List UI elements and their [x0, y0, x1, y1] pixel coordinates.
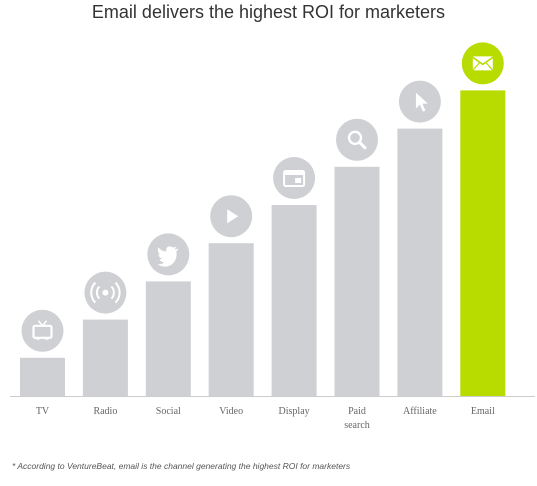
icons-group — [21, 42, 504, 352]
category-label-display: Display — [279, 406, 310, 417]
cursor-icon — [398, 80, 441, 123]
envelope-icon — [461, 42, 504, 85]
category-label-social: Social — [156, 406, 181, 417]
bar-video — [208, 243, 254, 396]
tv-icon — [21, 309, 64, 352]
bar-email — [460, 90, 506, 397]
category-label-paid-search: Paid search — [344, 406, 370, 431]
category-label-radio: Radio — [93, 406, 117, 417]
category-label-affiliate: Affiliate — [403, 406, 437, 417]
category-label-tv: TV — [36, 406, 50, 417]
bar-radio — [82, 319, 128, 396]
radio-broadcast-icon — [84, 271, 127, 314]
bar-social — [145, 281, 191, 396]
bar-display — [271, 205, 317, 396]
browser-window-icon — [273, 157, 316, 199]
bar-paid-search — [334, 166, 380, 396]
chart-title: Email delivers the highest ROI for marke… — [91, 2, 446, 22]
category-label-video: Video — [219, 406, 243, 417]
bar-affiliate — [397, 128, 443, 396]
category-labels-group: TV Radio Social Video Display Paid search Affil… — [36, 406, 495, 431]
bar-tv — [20, 357, 65, 396]
bars-group — [20, 90, 506, 397]
footnote: * According to VentureBeat, email is the… — [12, 461, 351, 471]
play-icon — [210, 195, 253, 238]
category-label-email: Email — [471, 406, 495, 417]
twitter-bird-icon — [147, 233, 190, 276]
search-icon — [336, 118, 378, 161]
